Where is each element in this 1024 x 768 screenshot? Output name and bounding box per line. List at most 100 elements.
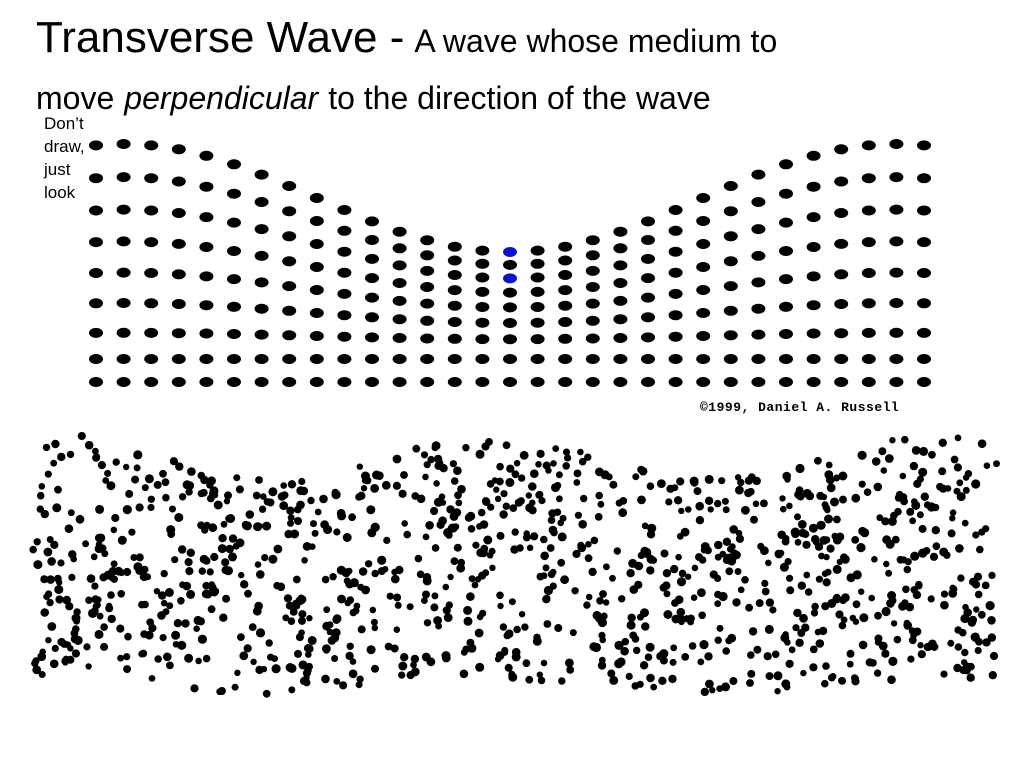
lattice-particle bbox=[558, 317, 573, 327]
lattice-particle bbox=[668, 225, 683, 236]
scattered-particle bbox=[286, 506, 295, 515]
scattered-particle bbox=[977, 439, 987, 448]
lattice-particle bbox=[282, 330, 297, 341]
lattice-particle bbox=[475, 354, 490, 364]
scattered-particle bbox=[545, 467, 552, 474]
lattice-particle bbox=[834, 377, 849, 387]
scattered-particle bbox=[929, 552, 939, 561]
scattered-particle bbox=[450, 557, 459, 565]
scattered-particle bbox=[678, 569, 687, 578]
scattered-particle bbox=[799, 613, 808, 623]
scattered-particle bbox=[197, 471, 206, 480]
scattered-particle bbox=[287, 480, 297, 489]
lattice-particle bbox=[475, 286, 490, 297]
scattered-particle bbox=[659, 656, 668, 665]
lattice-particle bbox=[558, 270, 573, 280]
scattered-particle bbox=[820, 493, 828, 501]
scattered-particle bbox=[530, 469, 539, 478]
scattered-particle bbox=[433, 616, 442, 625]
scattered-particle bbox=[57, 559, 65, 567]
scattered-particle bbox=[166, 525, 176, 535]
lattice-particle bbox=[779, 159, 793, 170]
lattice-particle bbox=[420, 250, 435, 261]
scattered-particle bbox=[722, 506, 730, 514]
scattered-particle bbox=[973, 606, 980, 613]
scattered-particle bbox=[221, 558, 230, 567]
scattered-particle bbox=[401, 520, 409, 527]
scattered-particle bbox=[974, 590, 983, 599]
scattered-particle bbox=[475, 449, 485, 459]
scattered-particle bbox=[832, 564, 842, 574]
scattered-particle bbox=[565, 658, 574, 668]
scattered-particle bbox=[371, 624, 379, 632]
scattered-particle bbox=[838, 621, 847, 630]
scattered-particle bbox=[147, 495, 155, 503]
scattered-particle bbox=[431, 592, 439, 600]
scattered-particle bbox=[923, 642, 933, 652]
scattered-particle bbox=[637, 551, 645, 559]
scattered-particle bbox=[228, 552, 237, 562]
scattered-particle bbox=[252, 606, 262, 616]
scattered-particle bbox=[476, 613, 484, 621]
scattered-particle bbox=[255, 522, 263, 530]
lattice-particle bbox=[779, 377, 793, 387]
scattered-particle bbox=[953, 463, 963, 472]
scattered-particle bbox=[744, 476, 754, 485]
scattered-particle bbox=[423, 619, 432, 627]
scattered-particle bbox=[342, 533, 352, 542]
lattice-particle bbox=[144, 327, 159, 338]
scattered-particle bbox=[646, 530, 656, 539]
scattered-particle bbox=[919, 446, 929, 456]
scattered-particle bbox=[747, 651, 755, 659]
lattice-particle bbox=[834, 299, 849, 309]
scattered-particle bbox=[357, 491, 366, 500]
scattered-particle bbox=[391, 574, 400, 584]
scattered-particle bbox=[698, 611, 706, 620]
scattered-particle bbox=[972, 531, 980, 539]
scattered-particle bbox=[597, 617, 608, 628]
lattice-particle bbox=[889, 204, 904, 215]
scattered-particle bbox=[392, 481, 401, 490]
scattered-particle bbox=[331, 488, 340, 497]
scattered-particle bbox=[348, 669, 358, 679]
scattered-particle bbox=[283, 594, 293, 603]
scattered-particle bbox=[960, 614, 970, 624]
scattered-particle bbox=[956, 492, 966, 502]
scattered-particle bbox=[932, 542, 941, 551]
scattered-particle bbox=[625, 672, 633, 680]
lattice-particle bbox=[917, 205, 931, 216]
lattice-particle bbox=[171, 377, 186, 387]
scattered-particle bbox=[909, 461, 919, 471]
lattice-particle bbox=[116, 236, 131, 247]
scattered-particle bbox=[714, 553, 722, 561]
scattered-particle bbox=[68, 573, 76, 581]
scattered-particle bbox=[802, 540, 811, 549]
scattered-particle bbox=[725, 637, 733, 645]
scattered-particle bbox=[558, 677, 566, 685]
scattered-particle bbox=[860, 528, 870, 538]
scattered-particle bbox=[865, 658, 874, 667]
scattered-particle bbox=[243, 644, 252, 653]
scattered-particle bbox=[416, 570, 425, 579]
scattered-particle bbox=[797, 520, 807, 529]
lattice-particle bbox=[613, 354, 628, 364]
lattice-particle bbox=[530, 286, 545, 297]
scattered-particle bbox=[627, 613, 636, 622]
scattered-particle bbox=[662, 569, 672, 578]
lattice-particle bbox=[889, 327, 904, 338]
scattered-particle bbox=[954, 643, 963, 651]
scattered-particle bbox=[195, 657, 202, 665]
scattered-particle bbox=[420, 451, 429, 459]
scattered-particle bbox=[931, 526, 940, 535]
scattered-particle bbox=[84, 440, 94, 450]
scattered-particle bbox=[100, 642, 109, 651]
scattered-particle bbox=[840, 553, 848, 562]
lattice-particle bbox=[641, 332, 655, 343]
scattered-particle bbox=[609, 675, 619, 685]
lattice-particle bbox=[889, 267, 904, 278]
scattered-particle bbox=[261, 554, 269, 562]
scattered-particle bbox=[383, 536, 391, 544]
scattered-particle bbox=[753, 645, 762, 654]
scattered-particle bbox=[645, 642, 655, 652]
scattered-particle bbox=[803, 571, 811, 579]
